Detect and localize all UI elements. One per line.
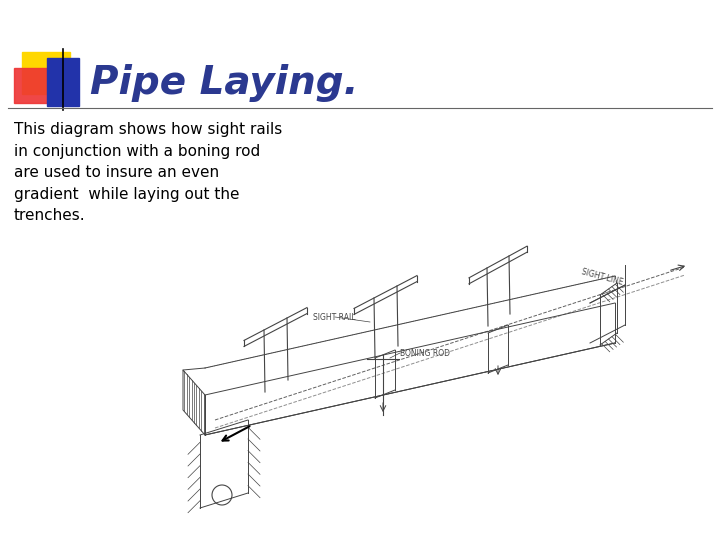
Bar: [22, 52, 70, 94]
FancyBboxPatch shape: [14, 68, 56, 103]
Bar: [47, 58, 79, 106]
Text: SIGHT RAIL: SIGHT RAIL: [313, 313, 356, 321]
Text: This diagram shows how sight rails
in conjunction with a boning rod
are used to : This diagram shows how sight rails in co…: [14, 122, 282, 224]
Text: Pipe Laying.: Pipe Laying.: [90, 64, 359, 102]
Text: SIGHT LINE: SIGHT LINE: [580, 267, 624, 287]
Text: BONING ROD: BONING ROD: [400, 348, 450, 357]
